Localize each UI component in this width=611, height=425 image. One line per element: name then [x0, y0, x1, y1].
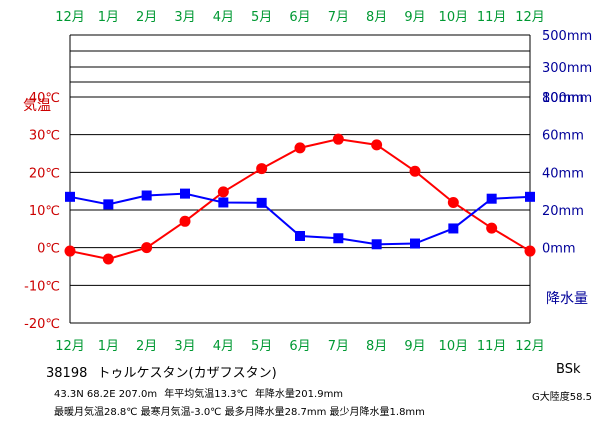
- precipitation-point: [410, 238, 420, 249]
- temp-tick-label: 30℃: [29, 129, 60, 144]
- temp-tick-label: 40℃: [29, 91, 60, 106]
- precip-tick-label: 500mm: [542, 29, 592, 44]
- x-tick-label-bottom: 11月: [477, 339, 507, 354]
- x-tick-label-bottom: 12月: [515, 339, 545, 354]
- temperature-point: [332, 133, 344, 145]
- temperature-point: [141, 242, 153, 254]
- precip-tick-label: 100mm: [542, 91, 592, 106]
- x-tick-label-top: 8月: [366, 10, 387, 25]
- precip-axis-label: 降水量: [546, 291, 588, 307]
- temp-tick-label: 20℃: [29, 166, 60, 181]
- precipitation-point: [333, 233, 344, 244]
- x-tick-label-top: 11月: [477, 10, 507, 25]
- precipitation-point: [525, 191, 535, 202]
- x-tick-label-bottom: 6月: [289, 339, 310, 354]
- temp-tick-label: -10℃: [24, 279, 60, 294]
- precip-tick-label: 80mm: [542, 91, 584, 106]
- x-tick-label-bottom: 8月: [366, 339, 387, 354]
- x-tick-label-bottom: 5月: [251, 339, 272, 354]
- x-tick-label-top: 1月: [98, 10, 119, 25]
- x-tick-label-top: 9月: [404, 10, 425, 25]
- x-tick-label-bottom: 7月: [328, 339, 349, 354]
- precipitation-point: [295, 230, 305, 241]
- x-tick-label-bottom: 1月: [98, 339, 119, 354]
- x-tick-label-top: 12月: [515, 10, 545, 25]
- x-tick-label-top: 6月: [289, 10, 310, 25]
- temperature-point: [64, 245, 76, 257]
- precipitation-point: [141, 190, 152, 201]
- precipitation-point: [65, 191, 75, 202]
- temp-tick-label: 0℃: [37, 242, 60, 257]
- x-tick-label-top: 2月: [136, 10, 157, 25]
- x-tick-label-bottom: 9月: [404, 339, 425, 354]
- x-tick-label-top: 10月: [439, 10, 469, 25]
- temperature-point: [179, 215, 191, 227]
- precipitation-point: [256, 197, 267, 208]
- temperature-point: [294, 142, 306, 154]
- temperature-point: [256, 163, 268, 175]
- temperature-line: [69, 138, 531, 260]
- temperature-point: [371, 139, 383, 151]
- x-tick-label-bottom: 3月: [174, 339, 195, 354]
- precip-tick-label: 40mm: [542, 166, 584, 181]
- x-tick-label-top: 7月: [328, 10, 349, 25]
- precip-tick-label: 300mm: [542, 61, 592, 76]
- precipitation-point: [448, 223, 459, 234]
- temperature-point: [486, 222, 498, 234]
- x-tick-label-bottom: 2月: [136, 339, 157, 354]
- temp-tick-label: 10℃: [29, 204, 60, 219]
- x-tick-label-bottom: 12月: [55, 339, 85, 354]
- precip-tick-label: 0mm: [542, 242, 576, 257]
- temperature-point: [217, 186, 229, 198]
- x-tick-label-bottom: 4月: [213, 339, 234, 354]
- x-tick-label-bottom: 10月: [439, 339, 469, 354]
- precip-tick-label: 60mm: [542, 129, 584, 144]
- x-tick-label-top: 5月: [251, 10, 272, 25]
- temperature-point: [409, 165, 421, 177]
- x-tick-label-top: 4月: [213, 10, 234, 25]
- precipitation-point: [103, 199, 114, 210]
- temperature-point: [102, 253, 114, 265]
- precipitation-point: [218, 197, 229, 208]
- x-tick-label-top: 3月: [174, 10, 195, 25]
- precipitation-point: [180, 188, 190, 199]
- precipitation-point: [371, 239, 382, 250]
- temp-axis-label: 気温: [23, 98, 51, 114]
- x-tick-label-top: 12月: [55, 10, 85, 25]
- precip-tick-label: 20mm: [542, 204, 584, 219]
- temp-tick-label: -20℃: [24, 317, 60, 332]
- temperature-point: [524, 245, 536, 257]
- temperature-point: [447, 196, 459, 208]
- precipitation-point: [486, 193, 497, 204]
